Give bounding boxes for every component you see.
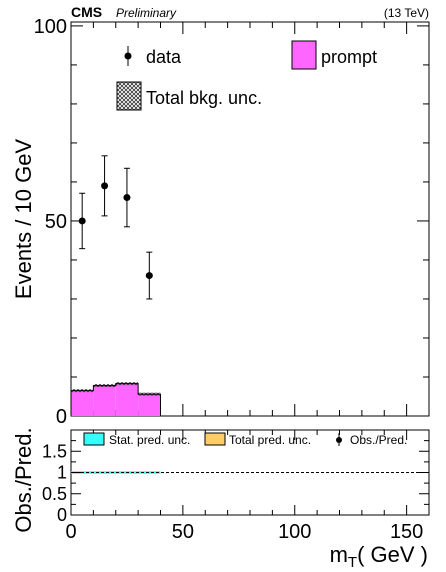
x-axis-label-sub: T bbox=[348, 554, 357, 571]
ratio-panel: 00.511.5 0 50 100 150 Obs./Pred. mT( GeV ) … bbox=[11, 427, 430, 571]
main-y-tick-label: 100 bbox=[34, 16, 67, 38]
ratio-stat-band bbox=[71, 471, 161, 474]
legend-prompt-label: prompt bbox=[321, 47, 377, 67]
ratio-y-tick-label: 0 bbox=[57, 505, 67, 525]
data-point bbox=[101, 155, 109, 217]
ratio-y-axis-label: Obs./Pred. bbox=[11, 427, 36, 532]
ratio-ticks bbox=[70, 429, 430, 516]
main-frame bbox=[70, 21, 430, 417]
x-axis-label-unit: ( GeV ) bbox=[357, 542, 428, 567]
prompt-bar bbox=[71, 390, 94, 416]
ratio-y-tick-label: 0.5 bbox=[42, 484, 67, 504]
data-points bbox=[78, 155, 153, 300]
legend-stat-swatch bbox=[83, 432, 105, 446]
legend-obs-label: Obs./Pred. bbox=[350, 433, 407, 447]
main-y-tick-label: 0 bbox=[56, 406, 67, 428]
x-tick-label: 100 bbox=[278, 521, 311, 543]
data-marker bbox=[145, 272, 153, 280]
prompt-histogram bbox=[70, 382, 161, 416]
main-legend: data prompt Total bkg. unc. bbox=[116, 40, 377, 111]
x-axis-label: mT( GeV ) bbox=[330, 542, 428, 571]
data-marker bbox=[123, 194, 131, 202]
data-point bbox=[123, 167, 131, 228]
cms-label: CMS bbox=[71, 4, 102, 20]
data-marker bbox=[101, 182, 109, 190]
legend-stat-label: Stat. pred. unc. bbox=[109, 433, 190, 447]
legend-unc-label: Total bkg. unc. bbox=[146, 88, 262, 108]
main-y-tick-labels: 0 50 100 bbox=[34, 16, 67, 428]
x-axis-label-main: m bbox=[330, 542, 348, 567]
prompt-bar bbox=[115, 383, 139, 416]
main-y-axis-label: Events / 10 GeV bbox=[11, 139, 36, 300]
legend-data-marker bbox=[124, 52, 132, 60]
legend-unc-swatch bbox=[116, 81, 142, 111]
energy-label: (13 TeV) bbox=[384, 6, 429, 20]
ratio-legend: Stat. pred. unc. Total pred. unc. Obs./P… bbox=[83, 432, 407, 447]
x-tick-label: 50 bbox=[172, 521, 194, 543]
legend-total-label: Total pred. unc. bbox=[229, 433, 311, 447]
data-point bbox=[78, 192, 86, 250]
prompt-outline bbox=[70, 383, 161, 416]
x-tick-label: 0 bbox=[65, 521, 76, 543]
legend-obs-marker bbox=[336, 437, 342, 443]
ratio-y-tick-label: 1 bbox=[57, 463, 67, 483]
main-ticks bbox=[70, 22, 430, 417]
data-marker bbox=[78, 217, 86, 225]
x-tick-label: 150 bbox=[390, 521, 423, 543]
main-y-tick-label: 50 bbox=[45, 211, 67, 233]
preliminary-label: Preliminary bbox=[116, 6, 177, 20]
main-panel: 0 50 100 Events / 10 GeV data prompt Total… bbox=[11, 16, 430, 428]
legend-data-label: data bbox=[146, 47, 182, 67]
ratio-y-tick-labels: 00.511.5 bbox=[42, 441, 67, 525]
x-tick-labels: 0 50 100 150 bbox=[65, 521, 423, 543]
prompt-bar bbox=[138, 394, 161, 416]
data-point bbox=[145, 251, 153, 300]
ratio-y-tick-label: 1.5 bbox=[42, 441, 67, 461]
legend-total-swatch bbox=[204, 432, 226, 446]
prompt-bar bbox=[93, 385, 116, 416]
legend-prompt-swatch bbox=[291, 40, 317, 70]
